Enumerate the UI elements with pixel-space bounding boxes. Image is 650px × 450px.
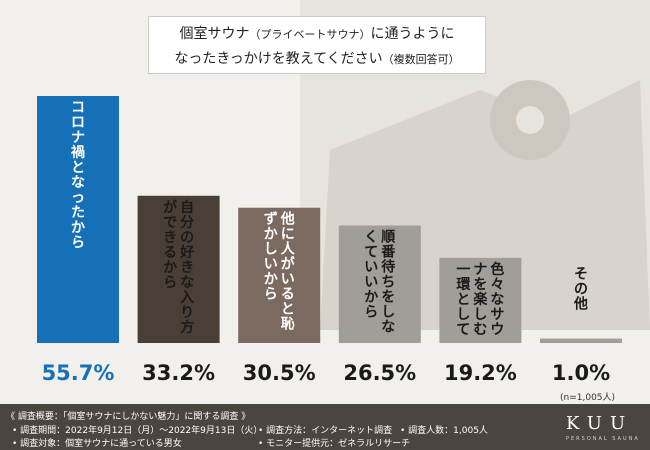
category-label-1: コロナ禍となったから bbox=[71, 100, 85, 251]
value-label-5: 19.2% bbox=[444, 361, 517, 385]
value-label-3: 30.5% bbox=[243, 361, 316, 385]
survey-footer: 《 調査概要：「個室サウナにしかない魅力」に関する調査 》 • 調査期間：202… bbox=[0, 404, 650, 450]
bar-4 bbox=[338, 225, 421, 343]
bar-5 bbox=[439, 257, 522, 343]
survey-target: • 調査対象：個室サウナに通っている男女 bbox=[12, 439, 182, 449]
survey-count: • 調査人数：1,005人 bbox=[400, 426, 488, 436]
survey-overview: 《 調査概要：「個室サウナにしかない魅力」に関する調査 》 bbox=[6, 412, 251, 422]
category-label-5: 色々なサウナを楽しむ一環として bbox=[456, 261, 504, 338]
bar-3 bbox=[238, 207, 321, 343]
brand-logo: KUU bbox=[566, 413, 634, 434]
value-label-1: 55.7% bbox=[42, 361, 115, 385]
survey-method: • 調査方法：インターネット調査 bbox=[258, 426, 393, 436]
title-line-2-paren: （複数回答可） bbox=[382, 53, 460, 66]
title-line-2-main: なったきっかけを教えてください bbox=[174, 51, 383, 67]
title-line-1-paren: （プライベートサウナ） bbox=[249, 28, 371, 41]
category-label-2: 自分の好きな入り方ができるから bbox=[163, 199, 194, 336]
survey-period: • 調査期間：2022年9月12日（月）～2022年9月13日（火） bbox=[12, 426, 263, 436]
bar-2 bbox=[137, 195, 220, 343]
brand-subtitle: PERSONAL SAUNA bbox=[566, 436, 640, 442]
sample-size-note: (n=1,005人) bbox=[560, 393, 616, 403]
value-label-4: 26.5% bbox=[343, 361, 416, 385]
bar-6 bbox=[540, 338, 622, 343]
title-line-2: なったきっかけを教えてください（複数回答可） bbox=[149, 47, 485, 72]
survey-monitor: • モニター提供元：ゼネラルリサーチ bbox=[258, 439, 411, 449]
category-label-4: 順番待ちをしなくていいから bbox=[364, 229, 396, 335]
chart-title: 個室サウナ（プライベートサウナ）に通うように なったきっかけを教えてください（複… bbox=[148, 16, 486, 74]
value-label-2: 33.2% bbox=[142, 361, 215, 385]
category-label-3: 他に人がいると恥ずかしいから bbox=[264, 211, 296, 333]
category-label-6: その他 bbox=[573, 267, 588, 313]
value-label-6: 1.0% bbox=[552, 361, 610, 385]
title-line-1-tail: に通うように bbox=[370, 26, 455, 42]
title-line-1: 個室サウナ（プライベートサウナ）に通うように bbox=[149, 22, 485, 47]
title-line-1-main: 個室サウナ bbox=[179, 26, 250, 42]
bar-1 bbox=[37, 96, 119, 343]
